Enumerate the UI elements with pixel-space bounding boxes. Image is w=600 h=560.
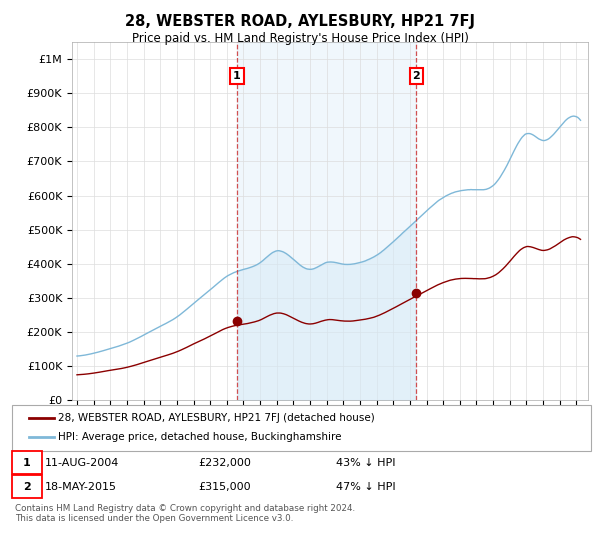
Text: 1: 1 xyxy=(233,71,241,81)
Text: 18-MAY-2015: 18-MAY-2015 xyxy=(45,482,117,492)
Text: 2: 2 xyxy=(412,71,420,81)
Text: £315,000: £315,000 xyxy=(198,482,251,492)
Text: 28, WEBSTER ROAD, AYLESBURY, HP21 7FJ (detached house): 28, WEBSTER ROAD, AYLESBURY, HP21 7FJ (d… xyxy=(58,413,375,423)
Text: HPI: Average price, detached house, Buckinghamshire: HPI: Average price, detached house, Buck… xyxy=(58,432,342,442)
Text: Contains HM Land Registry data © Crown copyright and database right 2024.
This d: Contains HM Land Registry data © Crown c… xyxy=(15,504,355,524)
Text: 11-AUG-2004: 11-AUG-2004 xyxy=(45,458,119,468)
Text: 43% ↓ HPI: 43% ↓ HPI xyxy=(336,458,395,468)
Text: 28, WEBSTER ROAD, AYLESBURY, HP21 7FJ: 28, WEBSTER ROAD, AYLESBURY, HP21 7FJ xyxy=(125,14,475,29)
Text: 2: 2 xyxy=(23,482,31,492)
Text: £232,000: £232,000 xyxy=(198,458,251,468)
Text: Price paid vs. HM Land Registry's House Price Index (HPI): Price paid vs. HM Land Registry's House … xyxy=(131,32,469,45)
Text: 1: 1 xyxy=(23,458,31,468)
Text: 47% ↓ HPI: 47% ↓ HPI xyxy=(336,482,395,492)
